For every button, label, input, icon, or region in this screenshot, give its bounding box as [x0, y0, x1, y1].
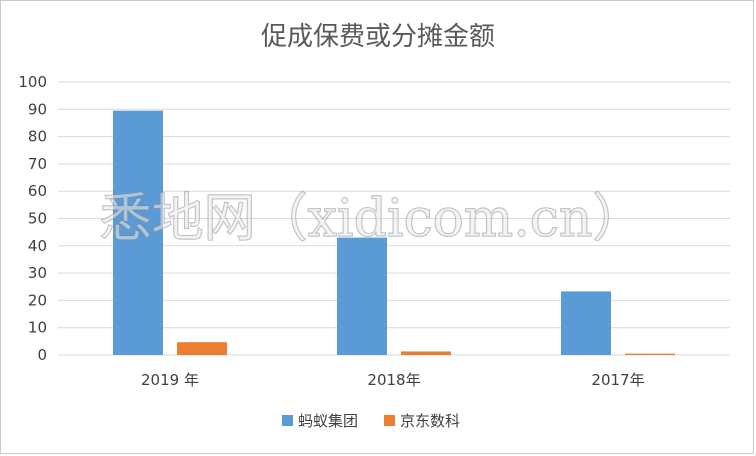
legend-label: 蚂蚁集团	[298, 412, 358, 430]
bar-series-1	[113, 110, 163, 355]
x-category-label: 2018年	[367, 371, 420, 389]
y-tick-label: 30	[28, 264, 47, 282]
legend: 蚂蚁集团 京东数科	[282, 412, 460, 430]
x-category-label: 2017年	[591, 371, 644, 389]
bar-series-1	[337, 237, 387, 355]
legend-label: 京东数科	[400, 412, 460, 430]
x-category-label: 2019 年	[141, 371, 199, 389]
bar-series-2	[177, 342, 227, 355]
bar-series-1	[561, 291, 611, 355]
y-tick-label: 60	[28, 182, 47, 200]
y-tick-label: 80	[28, 128, 47, 146]
legend-swatch	[384, 415, 395, 426]
y-tick-label: 50	[28, 210, 47, 228]
gridlines	[58, 81, 730, 356]
y-tick-label: 0	[37, 346, 47, 364]
bar-series-2	[401, 351, 451, 355]
y-tick-label: 100	[18, 73, 47, 91]
y-tick-label: 70	[28, 155, 47, 173]
x-axis-categories: 2019 年 2018年 2017年	[141, 371, 645, 389]
y-axis-ticks: 0 10 20 30 40 50 60 70 80 90 100	[18, 73, 47, 364]
bar-series-2	[625, 353, 675, 355]
watermark: 悉地网（xidicom.cn）	[100, 189, 645, 249]
y-tick-label: 90	[28, 100, 47, 118]
bars	[113, 110, 675, 355]
y-tick-label: 10	[28, 319, 47, 337]
chart-title: 促成保费或分摊金额	[261, 22, 495, 52]
y-tick-label: 20	[28, 291, 47, 309]
y-tick-label: 40	[28, 237, 47, 255]
legend-swatch	[282, 415, 293, 426]
